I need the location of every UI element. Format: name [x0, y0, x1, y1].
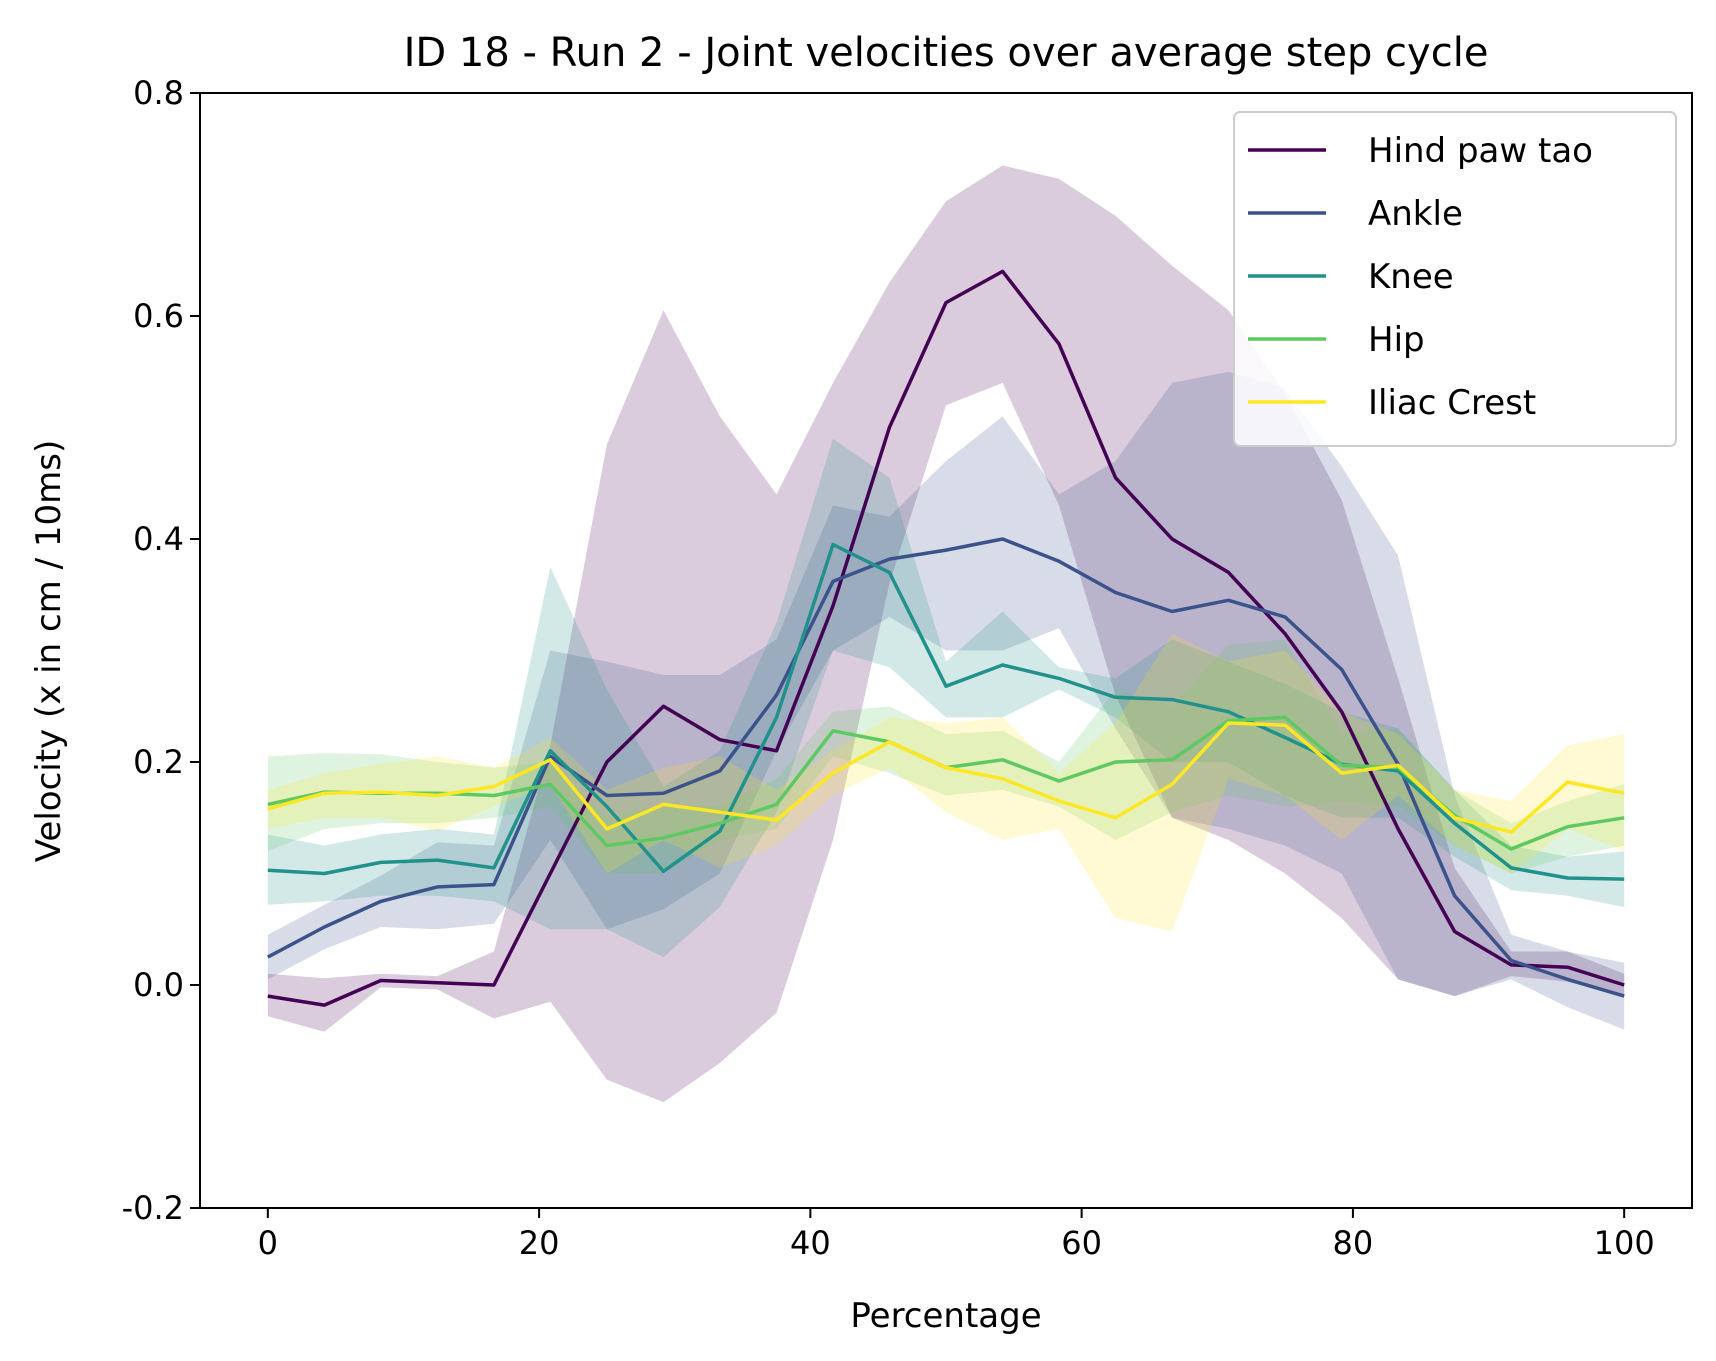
line-hind-paw-tao — [267, 269, 1625, 1007]
band-ankle — [267, 371, 1625, 1030]
line-knee — [267, 542, 1625, 881]
x-axis-label: Percentage — [850, 1296, 1041, 1336]
legend-label-ankle: Ankle — [1368, 194, 1463, 234]
line-iliac-crest — [267, 721, 1625, 834]
y-tick-label: 0.0 — [133, 966, 184, 1004]
legend-label-hip: Hip — [1368, 320, 1425, 360]
legend-label-knee: Knee — [1368, 257, 1454, 297]
band-iliac-crest — [267, 633, 1625, 932]
y-tick-label: 0.4 — [133, 520, 184, 558]
y-tick-label: 0.6 — [133, 297, 184, 335]
y-axis-ticks: -0.2 0.0 0.2 0.4 0.6 0.8 — [122, 74, 200, 1227]
series-lines — [266, 269, 1625, 1007]
band-hip — [267, 639, 1625, 874]
y-tick-label: 0.8 — [133, 74, 184, 112]
x-tick-label: 20 — [519, 1224, 560, 1262]
y-axis-label: Velocity (x in cm / 10ms) — [29, 440, 69, 862]
x-axis-ticks: 0 20 40 60 80 100 — [258, 1208, 1655, 1262]
x-tick-label: 100 — [1594, 1224, 1655, 1262]
legend-label-hind-paw-tao: Hind paw tao — [1368, 131, 1593, 171]
x-tick-label: 40 — [790, 1224, 831, 1262]
x-tick-label: 0 — [258, 1224, 278, 1262]
plot-area-frame — [199, 92, 1693, 1209]
y-tick-label: 0.2 — [133, 743, 184, 781]
legend-box — [1233, 111, 1677, 447]
legend-label-iliac-crest: Iliac Crest — [1368, 383, 1536, 423]
x-tick-label: 80 — [1333, 1224, 1374, 1262]
x-tick-label: 60 — [1061, 1224, 1102, 1262]
chart-title: ID 18 - Run 2 - Joint velocities over av… — [404, 30, 1489, 76]
y-tick-label: -0.2 — [122, 1189, 184, 1227]
legend: Hind paw tao Ankle Knee Hip Iliac Crest — [1233, 111, 1677, 447]
